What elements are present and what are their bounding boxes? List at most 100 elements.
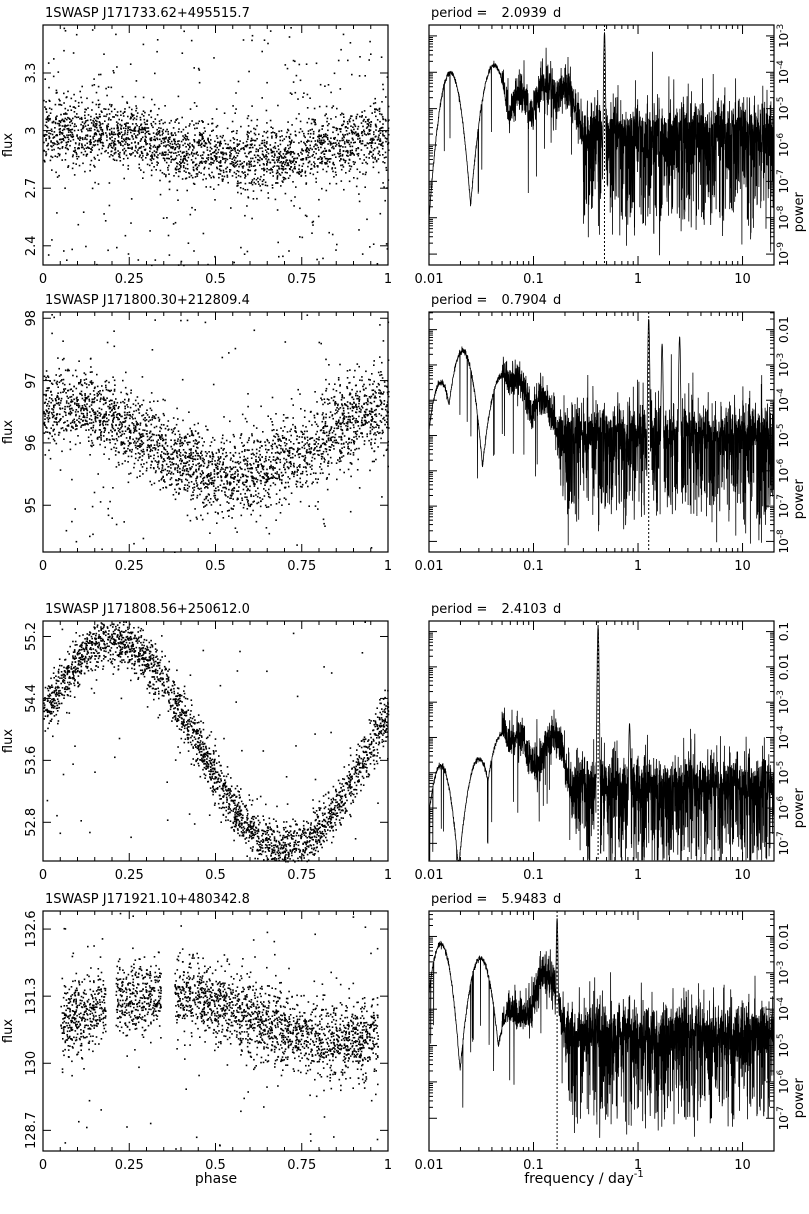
data-point: [159, 193, 162, 196]
data-point: [120, 427, 122, 429]
data-point: [136, 134, 139, 136]
x-tick-label: 0: [39, 272, 47, 287]
data-point: [255, 494, 257, 496]
data-point: [159, 437, 161, 439]
data-point: [98, 130, 100, 133]
data-point: [357, 152, 360, 155]
data-point: [243, 455, 245, 458]
data-point: [358, 229, 360, 231]
data-point: [189, 475, 192, 478]
data-point: [98, 159, 100, 161]
data-point: [303, 132, 305, 135]
data-point: [290, 398, 293, 400]
data-point: [281, 479, 283, 481]
data-point: [257, 149, 260, 151]
data-point: [328, 432, 331, 435]
data-point: [153, 144, 156, 147]
data-point: [347, 416, 350, 418]
data-point: [252, 495, 255, 497]
data-point: [385, 166, 387, 169]
data-point: [108, 381, 110, 384]
data-point: [70, 97, 73, 100]
data-point: [215, 498, 217, 501]
data-point: [202, 144, 205, 147]
data-point: [107, 389, 109, 392]
data-point: [142, 145, 145, 148]
data-point: [347, 59, 349, 62]
data-point: [104, 150, 106, 153]
data-point: [205, 177, 207, 180]
data-point: [137, 143, 140, 145]
data-point: [141, 376, 144, 378]
data-point: [279, 439, 281, 441]
data-point: [109, 134, 111, 136]
data-point: [366, 399, 369, 402]
data-point: [139, 147, 142, 149]
data-point: [369, 426, 372, 429]
data-point: [326, 398, 329, 400]
data-point: [211, 122, 214, 125]
data-point: [93, 84, 96, 86]
data-point: [243, 444, 245, 447]
data-point: [174, 498, 177, 501]
data-point: [170, 464, 172, 466]
data-point: [349, 42, 352, 44]
data-point: [76, 158, 79, 160]
data-point: [354, 125, 357, 128]
data-point: [69, 131, 72, 133]
data-point: [156, 132, 158, 134]
data-point: [244, 449, 246, 451]
data-point: [208, 173, 210, 176]
data-point: [134, 127, 136, 129]
data-point: [376, 386, 378, 388]
data-point: [284, 471, 287, 474]
data-point: [387, 149, 390, 151]
data-point: [300, 140, 302, 143]
data-point: [178, 164, 181, 166]
data-point: [94, 166, 96, 168]
data-point: [219, 143, 221, 145]
data-point: [365, 127, 368, 129]
data-point: [325, 149, 327, 152]
data-point: [151, 151, 154, 154]
data-point: [193, 153, 195, 155]
data-point: [127, 129, 129, 132]
data-point: [61, 407, 64, 410]
data-point: [182, 472, 185, 475]
data-point: [152, 121, 155, 123]
data-point: [326, 134, 329, 137]
data-point: [339, 150, 341, 152]
data-point: [233, 155, 235, 158]
data-point: [74, 100, 77, 102]
data-point: [294, 167, 296, 170]
data-point: [181, 116, 183, 119]
data-point: [336, 243, 338, 246]
data-point: [138, 167, 141, 169]
data-point: [332, 388, 335, 391]
y-tick-exponent: -9: [776, 242, 786, 251]
data-point: [348, 159, 351, 161]
data-point: [219, 173, 222, 175]
data-point: [133, 429, 136, 431]
data-point: [188, 125, 191, 127]
data-point: [122, 421, 125, 424]
data-point: [209, 532, 211, 534]
data-point: [269, 144, 272, 146]
data-point: [176, 154, 178, 157]
data-point: [324, 147, 326, 150]
data-point: [261, 183, 264, 186]
data-point: [167, 169, 169, 171]
data-point: [306, 215, 308, 218]
data-point: [63, 410, 66, 413]
data-point: [75, 413, 77, 416]
data-point: [189, 468, 192, 471]
data-point: [111, 399, 113, 402]
data-point: [332, 161, 335, 164]
data-point: [84, 382, 86, 384]
data-point: [304, 171, 306, 174]
data-point: [63, 120, 66, 123]
data-point: [255, 448, 258, 451]
data-point: [161, 465, 164, 467]
data-point: [283, 464, 285, 466]
data-point: [143, 463, 145, 465]
